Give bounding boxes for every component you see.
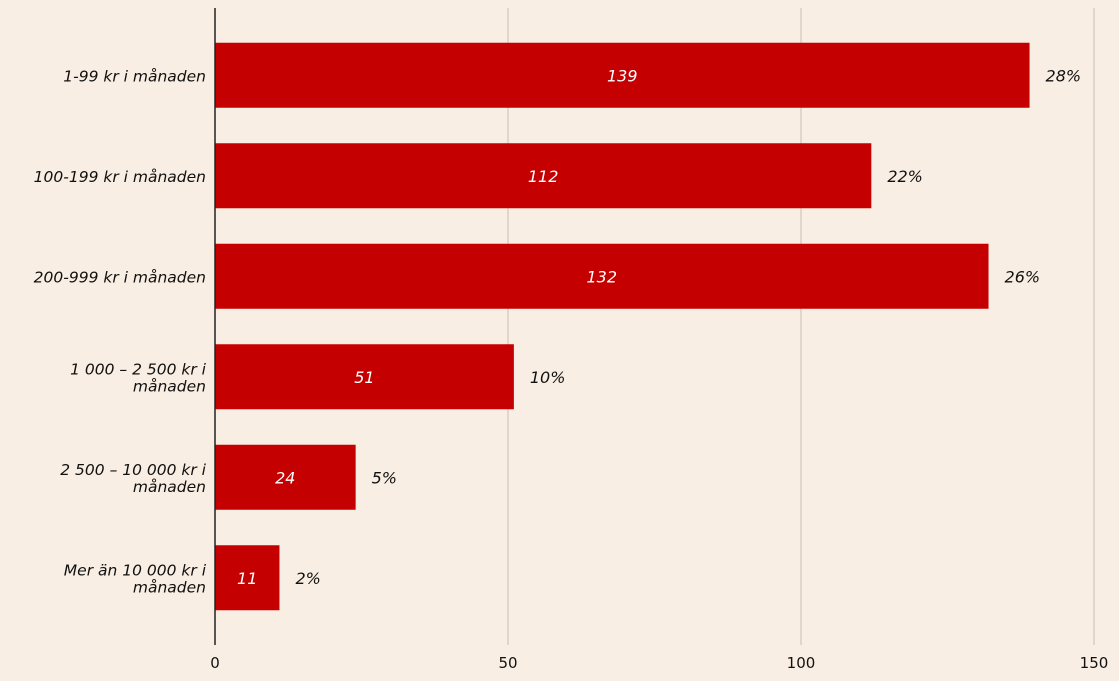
category-label-line: månaden (133, 578, 206, 596)
bar-4 (215, 344, 514, 410)
percent-label-5: 5% (372, 468, 397, 487)
category-label-2: 100-199 kr i månaden (34, 168, 206, 186)
category-label-line: Mer än 10 000 kr i (64, 561, 207, 579)
value-label-2: 112 (528, 167, 559, 186)
bars (215, 42, 1030, 611)
category-label-6: Mer än 10 000 kr i månaden (64, 561, 207, 596)
value-label-4: 51 (354, 368, 374, 387)
category-label-line: 100-199 kr i månaden (34, 168, 206, 186)
category-label-line: 200-999 kr i månaden (34, 268, 206, 286)
percent-label-2: 22% (887, 167, 923, 186)
bar-5 (215, 444, 356, 510)
x-tick-label-150: 150 (1080, 654, 1109, 672)
value-label-3: 132 (586, 267, 617, 286)
percent-label-1: 28% (1046, 66, 1082, 85)
gridlines (507, 8, 1095, 645)
bar-3 (215, 243, 989, 309)
x-tick-label-50: 50 (498, 654, 517, 672)
category-label-4: 1 000 – 2 500 kr i månaden (70, 360, 207, 395)
value-label-6: 11 (237, 569, 257, 588)
category-label-line: månaden (133, 377, 206, 395)
category-label-3: 200-999 kr i månaden (34, 268, 206, 286)
value-label-1: 139 (607, 66, 638, 85)
percent-label-6: 2% (295, 569, 320, 588)
category-label-line: 1-99 kr i månaden (63, 67, 206, 85)
bar-2 (215, 143, 872, 209)
x-tick-label-0: 0 (210, 654, 220, 672)
value-label-5: 24 (275, 468, 295, 487)
x-tick-label-100: 100 (787, 654, 816, 672)
percent-label-3: 26% (1005, 267, 1041, 286)
category-label-line: 1 000 – 2 500 kr i (70, 360, 207, 378)
category-label-1: 1-99 kr i månaden (63, 67, 206, 85)
category-label-5: 2 500 – 10 000 kr i månaden (60, 461, 206, 496)
axes: 0 50 100 150 (210, 8, 1108, 672)
bar-6 (215, 545, 280, 611)
labels: 139 28% 1-99 kr i månaden 112 22% 100-199 kr … (34, 66, 1081, 596)
category-label-line: månaden (133, 478, 206, 496)
category-label-line: 2 500 – 10 000 kr i (60, 461, 206, 479)
bar-1 (215, 42, 1030, 108)
percent-label-4: 10% (530, 368, 566, 387)
